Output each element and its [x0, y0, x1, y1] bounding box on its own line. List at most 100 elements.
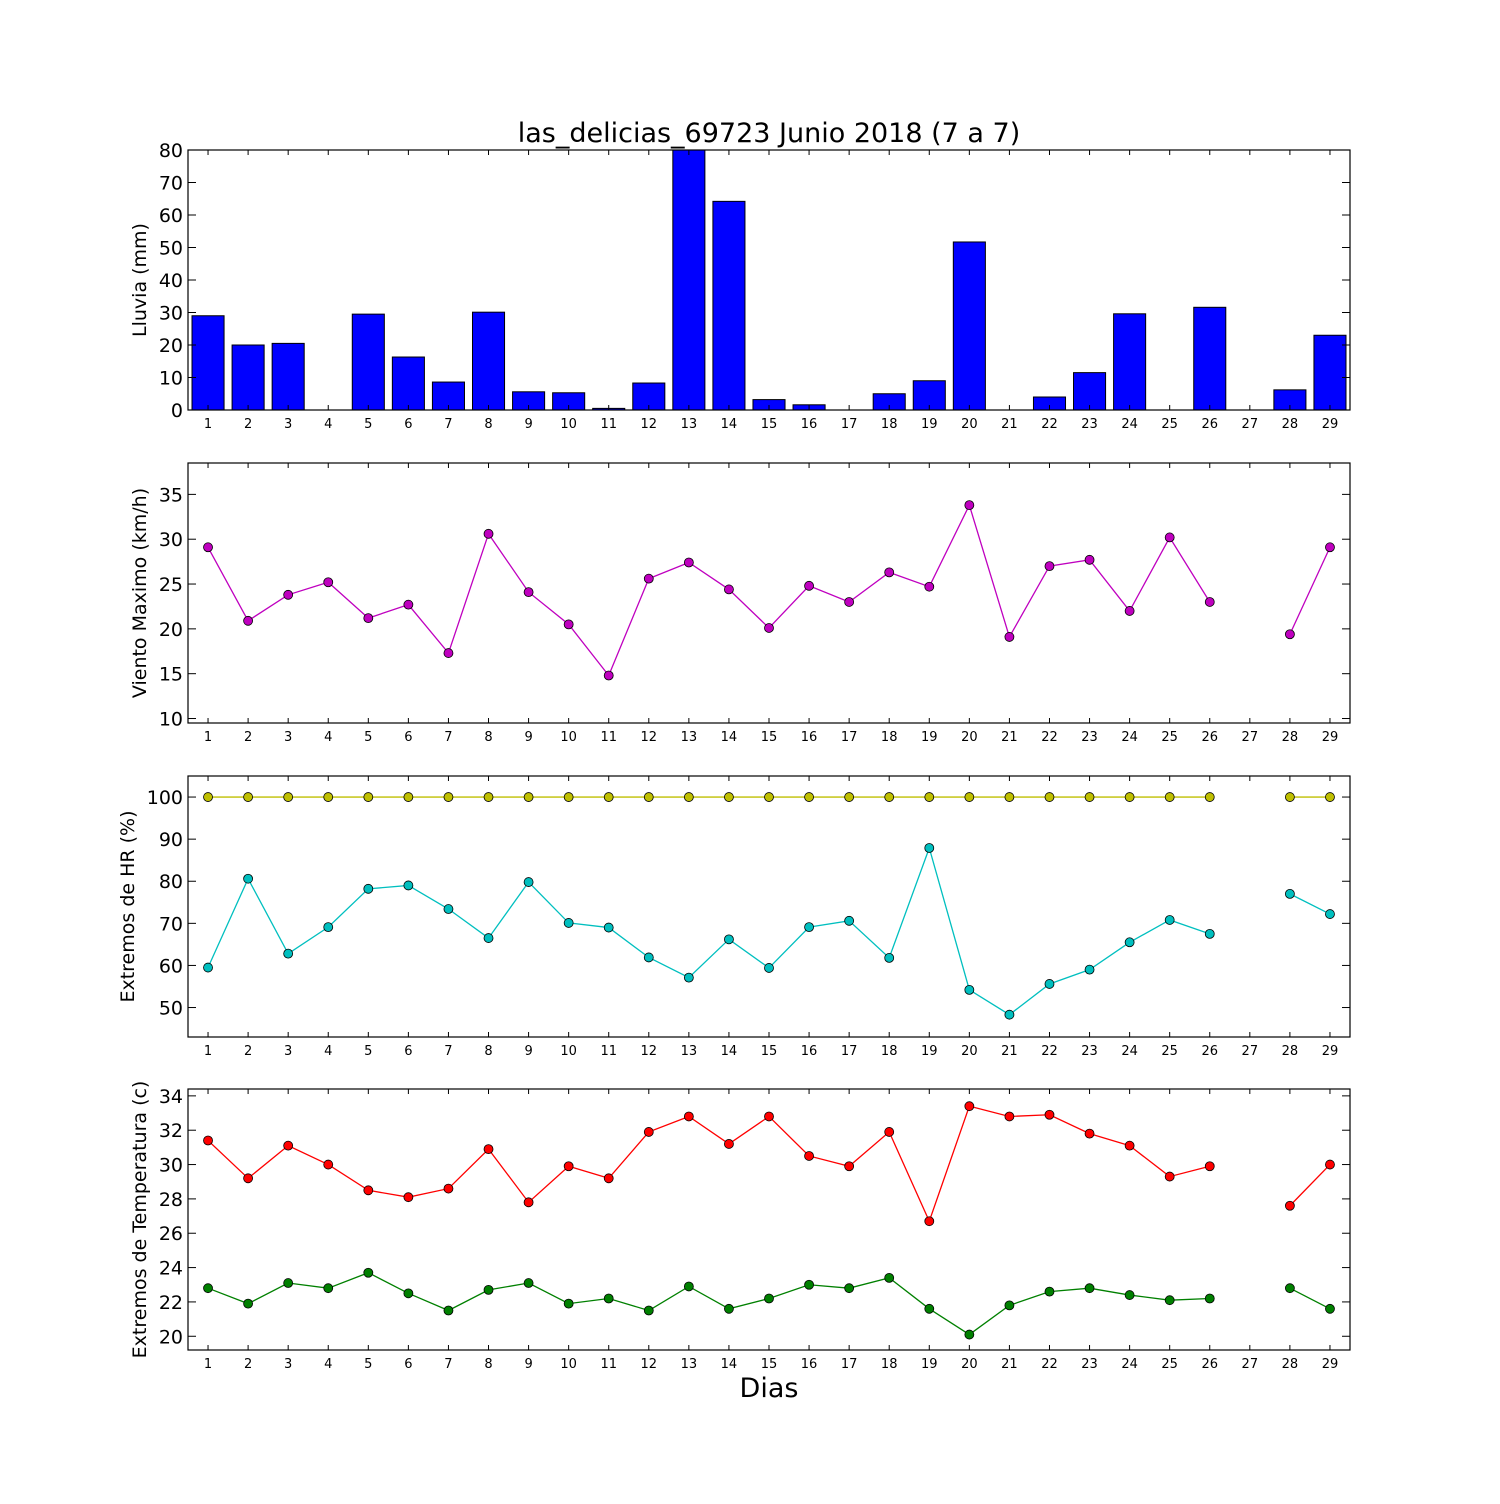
series-1-point-day-18	[884, 1127, 895, 1137]
x-tick-label: 8	[484, 1357, 492, 1372]
x-tick-label: 26	[1201, 730, 1218, 745]
series-2-point-day-8	[483, 1285, 494, 1295]
x-tick-label: 29	[1322, 1044, 1339, 1059]
x-tick-label: 27	[1242, 1357, 1259, 1372]
series-1-point-day-11	[603, 670, 614, 681]
subplot-4: 1 2 3 4 5 6 7 8 9 10 11 12 13 14 15 16 17 18 19 20 21 22 23 24 2…	[129, 1081, 1351, 1372]
series-1-point-day-22	[1044, 1109, 1055, 1120]
series-1-point-day-3	[283, 589, 294, 600]
series-1-point-day-24	[1124, 606, 1135, 616]
x-tick-label: 14	[721, 1044, 738, 1059]
x-tick-label: 9	[524, 1357, 532, 1372]
series-2-point-day-9	[523, 1278, 534, 1288]
series-1-point-day-5	[363, 792, 374, 802]
x-tick-label: 7	[444, 730, 452, 745]
x-tick-label: 8	[484, 1044, 492, 1059]
series-1-point-day-2	[243, 792, 254, 802]
x-tick-label: 12	[641, 417, 658, 432]
series-2-point-day-15	[764, 1293, 774, 1304]
y-tick-label: 50	[159, 998, 183, 1020]
x-tick-label: 26	[1201, 1357, 1218, 1372]
series-1-point-day-19	[924, 792, 935, 802]
series-2-point-day-26	[1204, 928, 1215, 939]
series-2-line	[207, 1272, 1210, 1336]
x-tick-label: 3	[284, 1044, 292, 1059]
bar-day-15	[752, 399, 786, 410]
x-tick-label: 28	[1282, 1357, 1299, 1372]
y-tick-label: 60	[159, 205, 183, 227]
series-1-point-day-20	[964, 1101, 975, 1112]
series-2-point-day-20	[964, 1329, 975, 1340]
series-2-point-day-24	[1124, 937, 1135, 948]
series-1-point-day-8	[483, 1144, 494, 1154]
series-2-point-day-4	[323, 1283, 334, 1294]
x-tick-label: 2	[244, 1044, 252, 1059]
x-tick-label: 29	[1322, 417, 1339, 432]
series-1-point-day-3	[283, 792, 294, 802]
y-tick-label: 20	[159, 335, 183, 357]
x-tick-label: 15	[761, 417, 778, 432]
series-1-point-day-13	[683, 557, 694, 568]
y-tick-label: 10	[159, 709, 183, 731]
x-tick-label: 18	[881, 417, 898, 432]
bar-day-1	[191, 315, 225, 410]
series-2-point-day-22	[1044, 979, 1055, 989]
x-tick-label: 24	[1121, 1357, 1138, 1372]
y-tick-label: 70	[159, 913, 183, 935]
x-tick-label: 18	[881, 1357, 898, 1372]
series-2-point-day-11	[603, 922, 614, 933]
series-1-point-day-10	[563, 619, 574, 630]
series-1-point-day-7	[443, 1183, 454, 1194]
x-tick-label: 26	[1201, 417, 1218, 432]
series-1-point-day-4	[323, 577, 334, 588]
series-2-point-day-9	[523, 877, 534, 887]
x-tick-label: 19	[921, 417, 938, 432]
y-tick-label: 30	[159, 303, 183, 325]
y-axis-label: Lluvia (mm)	[129, 223, 151, 337]
x-tick-label: 25	[1161, 1044, 1178, 1059]
x-tick-label: 11	[600, 1044, 617, 1059]
x-tick-label: 6	[404, 1044, 412, 1059]
x-tick-label: 9	[524, 730, 532, 745]
x-tick-label: 25	[1161, 730, 1178, 745]
bar-day-26	[1193, 306, 1227, 410]
series-1-point-day-6	[403, 599, 414, 610]
x-tick-label: 13	[681, 1357, 698, 1372]
x-tick-label: 28	[1282, 1044, 1299, 1059]
x-tick-label: 16	[801, 1357, 818, 1372]
series-1-point-day-19	[924, 1216, 935, 1227]
series-2-point-day-5	[363, 883, 374, 894]
x-tick-label: 28	[1282, 730, 1299, 745]
plot-area	[203, 500, 1335, 681]
x-tick-label: 4	[324, 1044, 332, 1059]
series-1-point-day-9	[523, 587, 534, 597]
x-tick-label: 22	[1041, 1357, 1058, 1372]
series-1-point-day-4	[323, 792, 334, 802]
x-tick-label: 20	[961, 1044, 978, 1059]
x-tick-label: 16	[801, 1044, 818, 1059]
plot-area	[203, 1101, 1335, 1340]
plot-area	[191, 150, 1347, 410]
series-2-point-day-25	[1164, 1295, 1175, 1306]
series-2-line	[207, 845, 1210, 1016]
bar-day-8	[471, 311, 506, 410]
series-2-point-day-13	[683, 1281, 694, 1292]
series-1-point-day-7	[443, 792, 454, 802]
y-tick-label: 20	[159, 1326, 183, 1348]
y-tick-label: 50	[159, 238, 183, 260]
series-1-point-day-1	[203, 542, 213, 553]
series-1-point-day-29	[1325, 792, 1335, 802]
series-2-point-day-3	[283, 948, 294, 959]
series-1-point-day-26	[1204, 792, 1215, 802]
series-1-point-day-12	[643, 792, 654, 802]
x-tick-label: 21	[1001, 1044, 1018, 1059]
series-2-point-day-15	[764, 963, 774, 973]
x-tick-label: 22	[1041, 1044, 1058, 1059]
y-tick-label: 28	[159, 1189, 183, 1211]
x-tick-label: 18	[881, 730, 898, 745]
series-2-point-day-19	[924, 1303, 935, 1314]
x-tick-label: 15	[761, 730, 778, 745]
series-1-point-day-12	[643, 573, 654, 584]
y-tick-label: 80	[159, 140, 183, 162]
series-2-point-day-26	[1204, 1293, 1215, 1304]
